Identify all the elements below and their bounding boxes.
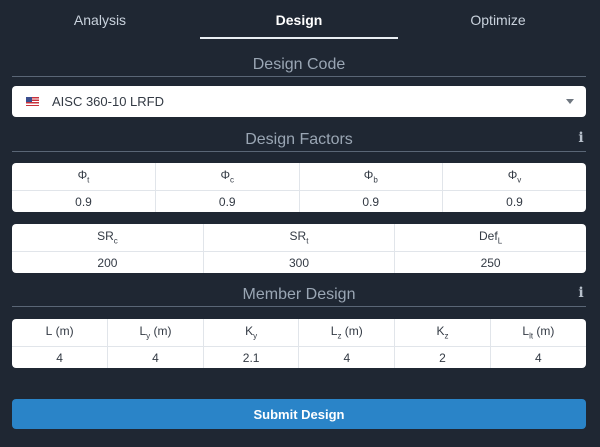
llt-value[interactable]: 4 [489, 346, 586, 368]
src-value[interactable]: 200 [97, 255, 118, 270]
phi-t-value[interactable]: 0.9 [75, 194, 92, 209]
tab-analysis[interactable]: Analysis [73, 12, 127, 28]
kz-value[interactable]: 2 [394, 346, 491, 368]
phi-c-header: Φc [155, 163, 299, 191]
design-factors-heading: Design Factors i [12, 130, 586, 152]
divider [12, 76, 586, 77]
phi-v-value[interactable]: 0.9 [442, 190, 586, 212]
tab-design[interactable]: Design [275, 12, 323, 28]
design-code-title: Design Code [252, 56, 346, 73]
us-flag-icon [26, 97, 39, 106]
tab-optimize[interactable]: Optimize [470, 12, 526, 28]
design-factors-title: Design Factors [245, 131, 353, 148]
srt-header: SRt [202, 224, 395, 252]
limits-table: SRc SRt DefL 200 300 250 [12, 224, 586, 273]
divider [12, 151, 586, 152]
active-tab-indicator [200, 37, 398, 39]
phi-c-value[interactable]: 0.9 [155, 190, 299, 212]
phi-factors-table: Φt Φc Φb Φv 0.9 0.9 0.9 0.9 [12, 163, 586, 212]
member-design-table: L (m) Ly (m) Ky Lz (m) Kz Llt (m) 4 4 2.… [12, 319, 586, 368]
kz-header: Kz [394, 319, 491, 347]
length-header: L (m) [12, 319, 108, 347]
defl-value[interactable]: 250 [394, 251, 586, 273]
ky-value[interactable]: 2.1 [202, 346, 299, 368]
llt-header: Llt (m) [489, 319, 586, 347]
member-design-heading: Member Design i [12, 285, 586, 307]
ly-header: Ly (m) [107, 319, 204, 347]
phi-v-header: Φv [442, 163, 586, 191]
member-design-title: Member Design [242, 286, 356, 303]
phi-b-value[interactable]: 0.9 [298, 190, 443, 212]
design-code-value: AISC 360-10 LRFD [52, 94, 164, 109]
tab-bar: Analysis Design Optimize [0, 0, 600, 40]
info-icon[interactable]: i [578, 285, 584, 301]
ky-header: Ky [202, 319, 299, 347]
chevron-down-icon [566, 99, 574, 104]
src-header: SRc [12, 224, 204, 252]
divider [12, 306, 586, 307]
design-code-select[interactable]: AISC 360-10 LRFD [12, 86, 586, 117]
submit-design-button[interactable]: Submit Design [12, 399, 586, 429]
lz-value[interactable]: 4 [298, 346, 395, 368]
phi-t-header: Φt [12, 163, 156, 191]
phi-b-header: Φb [298, 163, 443, 191]
info-icon[interactable]: i [578, 130, 584, 146]
length-value[interactable]: 4 [56, 350, 63, 365]
design-code-heading: Design Code [12, 55, 586, 77]
ly-value[interactable]: 4 [107, 346, 204, 368]
srt-value[interactable]: 300 [202, 251, 395, 273]
lz-header: Lz (m) [298, 319, 395, 347]
defl-header: DefL [394, 224, 586, 252]
